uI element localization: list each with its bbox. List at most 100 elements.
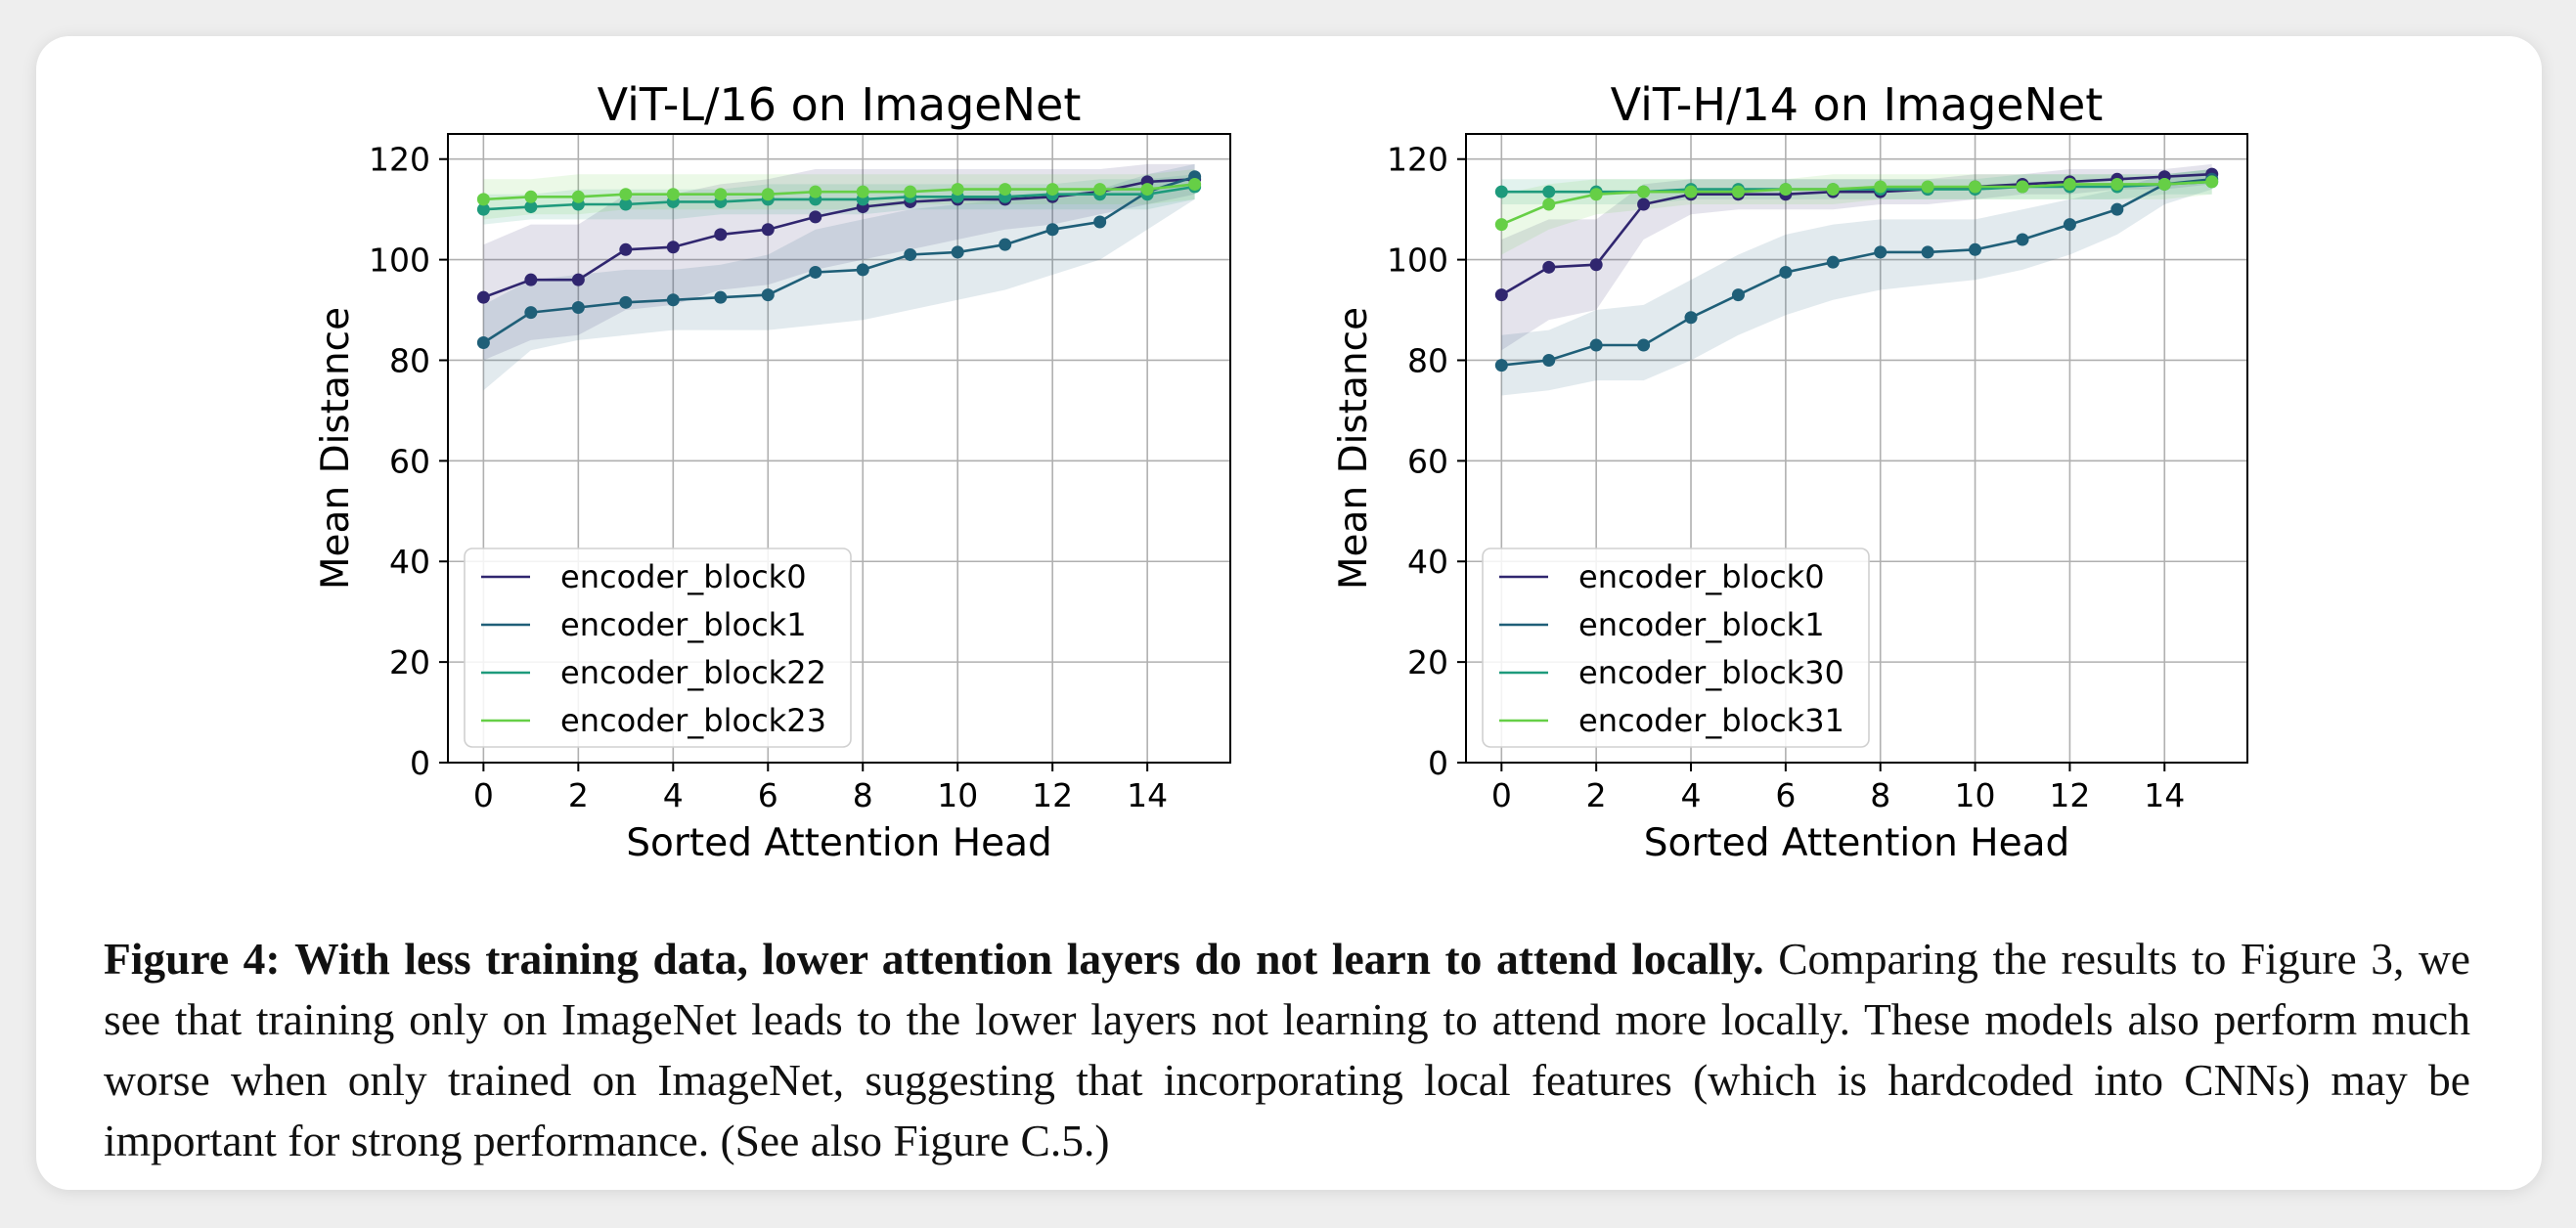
series-line xyxy=(1500,172,2212,296)
caption-body: Comparing the results to Figure 3, we se… xyxy=(104,934,2470,1165)
data-point xyxy=(1093,183,1107,197)
data-point xyxy=(1494,218,1508,232)
data-point xyxy=(1045,183,1059,197)
data-point xyxy=(809,265,822,279)
data-point xyxy=(2063,177,2076,191)
data-point xyxy=(856,185,869,198)
data-point xyxy=(761,188,775,201)
data-point xyxy=(2110,177,2124,191)
y-tick-label: 120 xyxy=(369,141,430,179)
y-tick-label: 40 xyxy=(389,543,430,581)
data-point xyxy=(2110,202,2124,216)
data-point xyxy=(1684,311,1698,325)
series-line xyxy=(482,175,1195,344)
data-point xyxy=(476,335,490,349)
x-tick-label: 14 xyxy=(1127,776,1168,814)
data-point xyxy=(1637,185,1651,198)
chart-vit-h14: 0 2 4 6 8 10 12 14 0 20 40 60 80 100 120 ViT-H/14 on Im… xyxy=(1332,78,2248,865)
plot-frame xyxy=(447,133,1231,764)
data-point xyxy=(524,200,538,214)
data-point xyxy=(2157,177,2171,191)
data-point xyxy=(1969,180,1982,194)
x-tick-label: 12 xyxy=(2049,776,2090,814)
series-band xyxy=(483,163,1195,361)
figure-card xyxy=(36,36,2542,1190)
data-point xyxy=(1589,188,1603,201)
legend-box xyxy=(1482,548,1870,748)
data-point xyxy=(1731,288,1745,302)
figure-caption: Figure 4: With less training data, lower… xyxy=(104,929,2470,1171)
data-point xyxy=(476,202,490,216)
x-tick-label: 2 xyxy=(1586,776,1607,814)
legend-label: encoder_block30 xyxy=(1578,654,1844,691)
x-tick-label: 0 xyxy=(473,776,494,814)
data-point xyxy=(476,193,490,206)
data-point xyxy=(809,210,822,224)
series-band xyxy=(1501,163,2212,351)
data-point xyxy=(666,293,680,307)
data-point xyxy=(666,188,680,201)
x-tick-label: 4 xyxy=(663,776,684,814)
data-point xyxy=(571,273,585,286)
data-point xyxy=(2016,180,2029,194)
data-point xyxy=(761,223,775,237)
chart-vit-l16: 0 2 4 6 8 10 12 14 0 20 40 60 80 100 120 ViT-L/16 on Im… xyxy=(314,78,1231,865)
data-point xyxy=(809,185,822,198)
data-point xyxy=(1093,215,1107,229)
x-axis-label: Sorted Attention Head xyxy=(626,821,1051,865)
x-tick-label: 8 xyxy=(1870,776,1890,814)
y-tick-label: 20 xyxy=(389,643,430,681)
series-line xyxy=(483,185,1195,211)
legend: encoder_block0 encoder_block1 encoder_bloc… xyxy=(1482,548,1870,748)
y-tick-label: 80 xyxy=(1407,341,1448,379)
y-tick-label: 100 xyxy=(369,241,430,280)
data-point xyxy=(524,306,538,320)
data-point xyxy=(714,290,728,304)
data-point xyxy=(1589,338,1603,352)
x-tick-label: 6 xyxy=(758,776,778,814)
series-band xyxy=(483,169,1195,220)
y-tick-label: 0 xyxy=(410,744,430,782)
legend-label: encoder_block22 xyxy=(560,654,826,691)
data-point xyxy=(856,263,869,277)
x-tick-label: 4 xyxy=(1681,776,1702,814)
data-point xyxy=(1826,255,1840,269)
data-point xyxy=(619,295,633,309)
data-point xyxy=(1779,265,1793,279)
y-tick-label: 120 xyxy=(1387,141,1448,179)
data-point xyxy=(999,183,1012,197)
x-tick-label: 0 xyxy=(1491,776,1512,814)
chart-title: ViT-L/16 on ImageNet xyxy=(598,78,1082,131)
data-point xyxy=(2205,175,2219,189)
legend-label: encoder_block0 xyxy=(560,558,807,595)
data-point xyxy=(999,238,1012,251)
data-point xyxy=(1542,197,1556,211)
y-tick-label: 60 xyxy=(389,442,430,480)
series-band xyxy=(1501,169,2212,396)
data-point xyxy=(1542,353,1556,367)
data-point xyxy=(1542,185,1556,198)
series-line xyxy=(1501,178,2212,367)
data-point xyxy=(761,288,775,302)
data-point xyxy=(1779,183,1793,197)
data-point xyxy=(1684,185,1698,198)
data-point xyxy=(1637,338,1651,352)
chart-title: ViT-H/14 on ImageNet xyxy=(1611,78,2104,131)
y-tick-label: 40 xyxy=(1407,543,1448,581)
data-point xyxy=(476,290,490,304)
data-point xyxy=(1637,197,1651,211)
data-point xyxy=(571,190,585,203)
data-point xyxy=(1874,245,1888,259)
data-point xyxy=(714,228,728,241)
data-point xyxy=(1969,242,1982,256)
data-point xyxy=(904,185,917,198)
legend: encoder_block0 encoder_block1 encoder_bloc… xyxy=(464,548,852,748)
y-tick-label: 100 xyxy=(1387,241,1448,280)
y-tick-label: 60 xyxy=(1407,442,1448,480)
data-point xyxy=(524,190,538,203)
data-point xyxy=(524,273,538,286)
caption-bold-sentence: With less training data, lower attention… xyxy=(294,934,1764,984)
x-tick-label: 10 xyxy=(1955,776,1996,814)
series-line xyxy=(483,183,1195,201)
